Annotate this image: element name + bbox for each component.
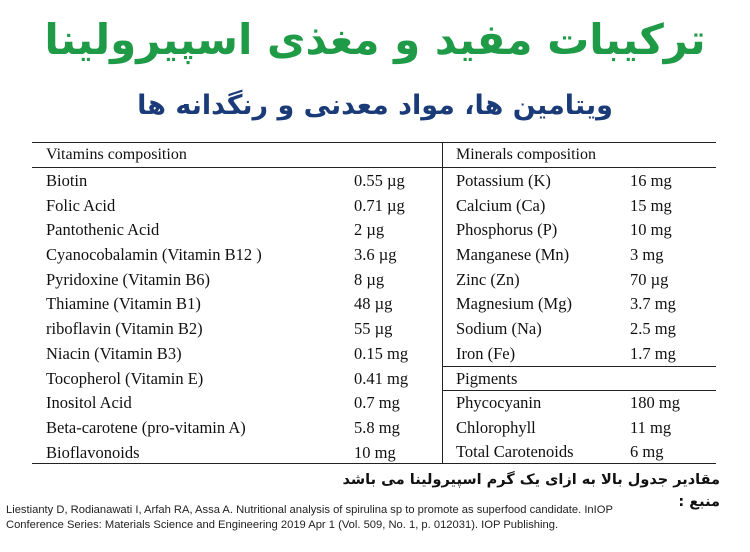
mineral-name: Zinc (Zn)	[456, 269, 520, 289]
mineral-value: 10 mg	[630, 220, 672, 240]
mineral-row: Phosphorus (P) 10 mg	[442, 218, 716, 243]
page-title: ترکیبات مفید و مغذی اسپیرولینا	[44, 15, 706, 64]
vitamin-row: Bioflavonoids 10 mg	[32, 441, 442, 466]
mineral-row: Calcium (Ca) 15 mg	[442, 194, 716, 219]
vitamin-name: Biotin	[46, 171, 88, 190]
pigment-row: Total Carotenoids 6 mg	[442, 440, 716, 465]
mineral-value: 3.7 mg	[630, 294, 676, 314]
vitamin-row: Beta-carotene (pro-vitamin A) 5.8 mg	[32, 416, 442, 441]
pigments-header: Pigments	[442, 366, 716, 391]
vitamin-value: 10 mg	[354, 442, 396, 462]
mineral-row: Sodium (Na) 2.5 mg	[442, 317, 716, 342]
pigment-value: 11 mg	[630, 417, 672, 437]
composition-table: Vitamins composition Minerals compositio…	[32, 142, 716, 464]
vitamin-value: 0.71 µg	[354, 195, 405, 215]
vitamin-row: Cyanocobalamin (Vitamin B12 ) 3.6 µg	[32, 243, 442, 268]
amount-note: مقادیر جدول بالا به ازای یک گرم اسپیرولی…	[342, 472, 721, 488]
vitamin-name: Thiamine (Vitamin B1)	[46, 294, 201, 314]
vitamin-row: Pantothenic Acid 2 µg	[32, 218, 442, 243]
vitamin-name: Folic Acid	[46, 195, 116, 215]
vitamin-value: 2 µg	[354, 220, 385, 240]
vitamin-value: 0.41 mg	[354, 368, 409, 388]
mineral-value: 1.7 mg	[630, 343, 676, 363]
mineral-name: Manganese (Mn)	[456, 245, 570, 265]
vitamin-name: Pantothenic Acid	[46, 220, 160, 240]
mineral-name: Potassium (K)	[456, 171, 551, 190]
vitamin-value: 0.7 mg	[354, 393, 400, 413]
mineral-value: 2.5 mg	[630, 319, 676, 339]
vitamin-name: riboflavin (Vitamin B2)	[46, 319, 203, 339]
vitamin-name: Bioflavonoids	[46, 442, 140, 462]
vitamin-row: Inositol Acid 0.7 mg	[32, 391, 442, 416]
table-bottom-rule	[32, 463, 716, 464]
mineral-name: Magnesium (Mg)	[456, 294, 572, 314]
vitamin-name: Niacin (Vitamin B3)	[46, 343, 182, 363]
vitamin-row: Niacin (Vitamin B3) 0.15 mg	[32, 342, 442, 367]
vitamin-name: Inositol Acid	[46, 393, 132, 413]
vitamin-name: Beta-carotene (pro-vitamin A)	[46, 417, 246, 437]
vitamin-row: Folic Acid 0.71 µg	[32, 194, 442, 219]
pigment-name: Chlorophyll	[456, 417, 536, 437]
page-subtitle: ویتامین ها، مواد معدنی و رنگدانه ها	[137, 90, 613, 121]
mineral-row: Zinc (Zn) 70 µg	[442, 268, 716, 293]
minerals-header: Minerals composition	[442, 142, 716, 168]
pigment-value: 6 mg	[630, 442, 664, 462]
vitamins-header: Vitamins composition	[32, 142, 442, 168]
mineral-name: Phosphorus (P)	[456, 220, 558, 240]
mineral-name: Sodium (Na)	[456, 319, 542, 339]
vitamin-value: 5.8 mg	[354, 417, 400, 437]
mineral-value: 3 mg	[630, 245, 664, 265]
mineral-value: 70 µg	[630, 269, 669, 289]
mineral-value: 16 mg	[630, 171, 672, 190]
pigment-row: Phycocyanin 180 mg	[442, 391, 716, 416]
mineral-row: Iron (Fe) 1.7 mg	[442, 342, 716, 367]
citation-text: Liestianty D, Rodianawati I, Arfah RA, A…	[6, 504, 613, 531]
vitamin-value: 8 µg	[354, 269, 385, 289]
vitamin-name: Pyridoxine (Vitamin B6)	[46, 269, 210, 289]
mineral-row: Potassium (K) 16 mg	[442, 169, 716, 194]
mineral-name: Calcium (Ca)	[456, 195, 546, 215]
vitamin-value: 3.6 µg	[354, 245, 397, 265]
vitamin-row: Pyridoxine (Vitamin B6) 8 µg	[32, 268, 442, 293]
vitamin-row: Biotin 0.55 µg	[32, 169, 442, 194]
pigment-name: Total Carotenoids	[456, 442, 574, 462]
minerals-list: Potassium (K) 16 mg Calcium (Ca) 15 mg Phosp…	[442, 169, 716, 367]
table-top-rule	[32, 142, 716, 143]
pigment-value: 180 mg	[630, 393, 680, 412]
vitamins-list: Biotin 0.55 µg Folic Acid 0.71 µg Pantotheni…	[32, 169, 442, 465]
table-column-divider	[442, 142, 443, 464]
mineral-name: Iron (Fe)	[456, 343, 516, 363]
vitamin-value: 0.15 mg	[354, 343, 409, 363]
vitamin-row: Tocopherol (Vitamin E) 0.41 mg	[32, 367, 442, 392]
vitamin-value: 0.55 µg	[354, 171, 405, 190]
pigment-name: Phycocyanin	[456, 393, 542, 412]
source-label: منبع :	[678, 494, 720, 510]
pigments-list: Phycocyanin 180 mg Chlorophyll 11 mg Total C…	[442, 391, 716, 465]
pigment-row: Chlorophyll 11 mg	[442, 416, 716, 441]
mineral-row: Manganese (Mn) 3 mg	[442, 243, 716, 268]
vitamin-name: Tocopherol (Vitamin E)	[46, 368, 204, 388]
vitamin-row: riboflavin (Vitamin B2) 55 µg	[32, 317, 442, 342]
vitamin-name: Cyanocobalamin (Vitamin B12 )	[46, 245, 262, 265]
mineral-value: 15 mg	[630, 195, 672, 215]
vitamin-row: Thiamine (Vitamin B1) 48 µg	[32, 292, 442, 317]
vitamin-value: 55 µg	[354, 319, 393, 339]
vitamin-value: 48 µg	[354, 294, 393, 314]
mineral-row: Magnesium (Mg) 3.7 mg	[442, 292, 716, 317]
